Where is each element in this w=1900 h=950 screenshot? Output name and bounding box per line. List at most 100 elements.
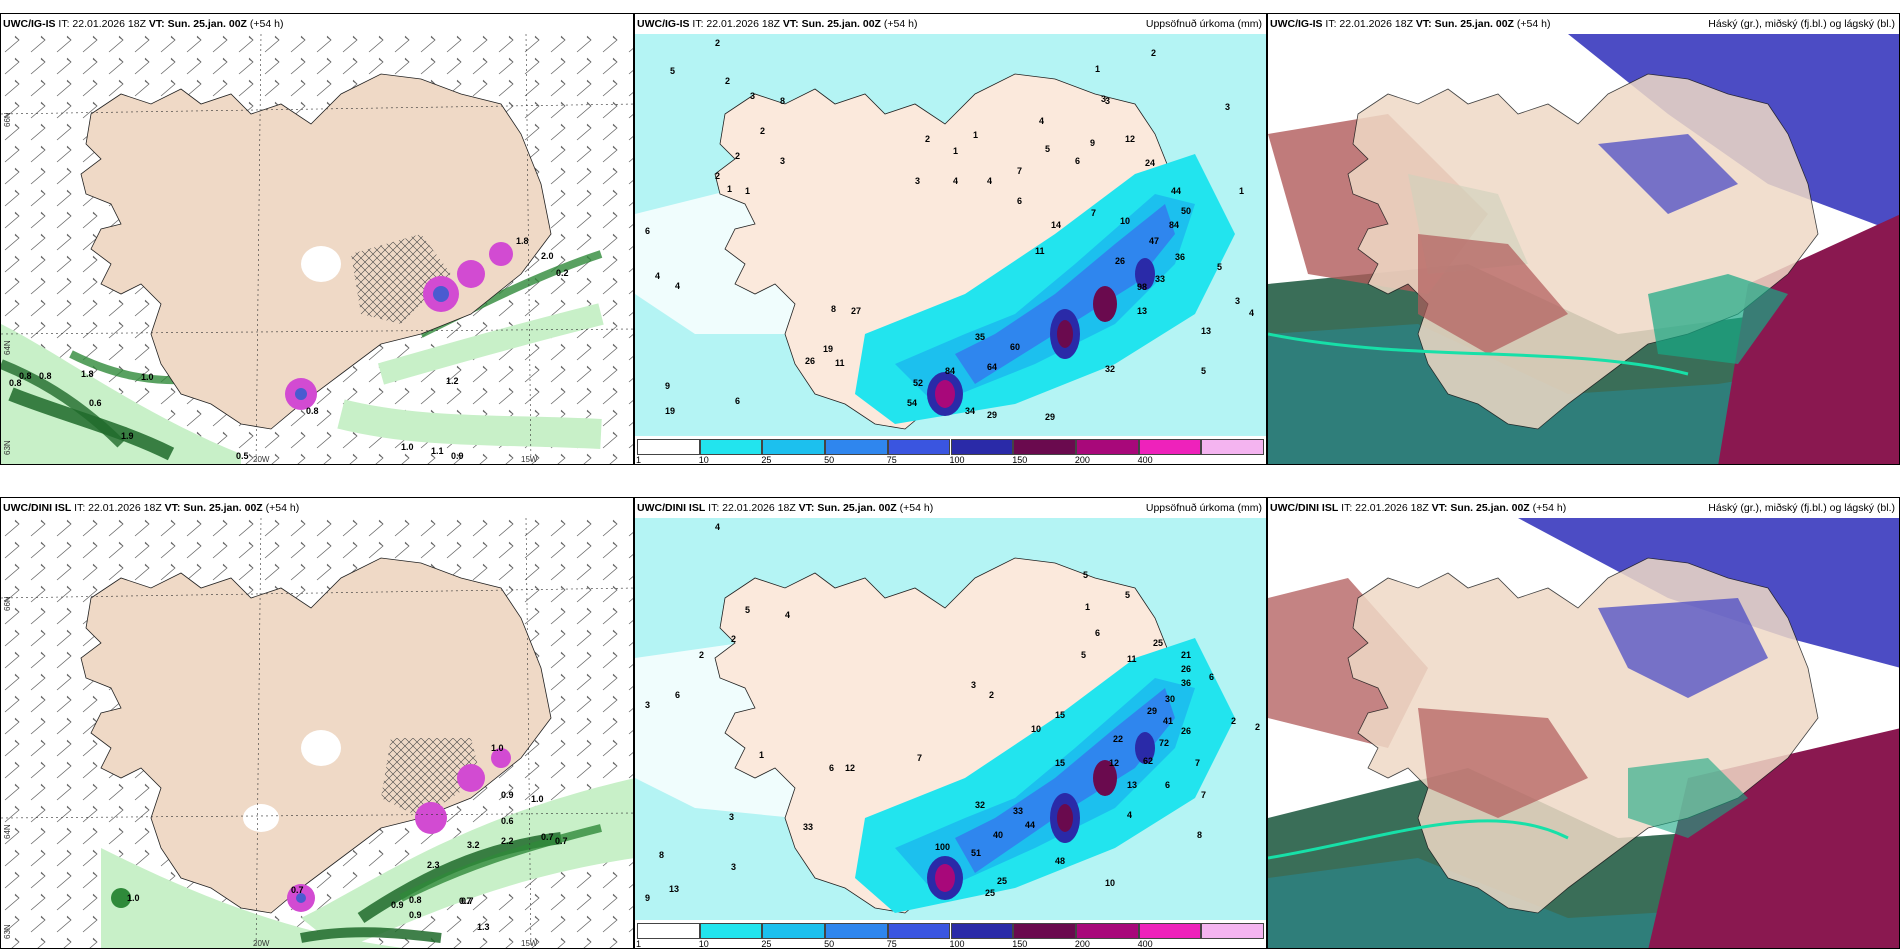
svg-text:11: 11	[1127, 654, 1137, 664]
svg-text:0.7: 0.7	[541, 832, 554, 842]
svg-text:2.3: 2.3	[427, 860, 440, 870]
svg-text:2: 2	[699, 650, 704, 660]
panel-header: UWC/IG-IS IT: 22.01.2026 18Z VT: Sun. 25…	[635, 14, 1266, 34]
model-name: UWC/DINI ISL	[637, 502, 706, 514]
colorbar-tick: 75	[886, 455, 897, 465]
colorbar-swatch	[637, 923, 700, 939]
precip-field	[855, 638, 1235, 913]
svg-text:33: 33	[803, 822, 813, 832]
svg-text:0.8: 0.8	[409, 895, 422, 905]
svg-text:9: 9	[1090, 138, 1095, 148]
svg-text:33: 33	[1013, 806, 1023, 816]
svg-text:2: 2	[715, 38, 720, 48]
svg-text:8: 8	[780, 96, 785, 106]
svg-text:19: 19	[665, 406, 675, 416]
svg-text:62: 62	[1143, 756, 1153, 766]
forecast-step: (+54 h)	[1532, 502, 1567, 514]
valid-time: VT: Sun. 25.jan. 00Z	[148, 18, 247, 30]
svg-text:0.5: 0.5	[236, 451, 249, 461]
svg-text:25: 25	[985, 888, 995, 898]
colorbar-tick: 150	[1012, 455, 1028, 465]
svg-text:72: 72	[1159, 738, 1169, 748]
forecast-step: (+54 h)	[1516, 18, 1551, 30]
valid-time: VT: Sun. 25.jan. 00Z	[1415, 18, 1514, 30]
wind-map: 0.8 0.8 0.8 1.8 0.6 1.9 0.5 1.0 1.1 1.0 …	[1, 34, 633, 464]
svg-text:1.8: 1.8	[81, 369, 94, 379]
svg-text:2: 2	[735, 151, 740, 161]
colorbar-tick: 75	[886, 939, 897, 949]
svg-text:5: 5	[670, 66, 675, 76]
colorbar-tick: 25	[761, 455, 772, 465]
precip-magenta	[285, 242, 513, 410]
svg-text:0.7: 0.7	[555, 836, 568, 846]
svg-text:1.1: 1.1	[431, 446, 444, 456]
svg-text:51: 51	[971, 848, 981, 858]
svg-text:20W: 20W	[253, 455, 270, 464]
svg-text:35: 35	[975, 332, 985, 342]
panel-ig-wind: UWC/IG-IS IT: 22.01.2026 18Z VT: Sun. 25…	[0, 13, 634, 465]
panel-header: UWC/IG-IS IT: 22.01.2026 18Z VT: Sun. 25…	[1, 14, 633, 34]
iceland-land	[80, 73, 552, 430]
model-name: UWC/IG-IS	[3, 18, 56, 30]
svg-text:1.0: 1.0	[491, 743, 504, 753]
svg-text:24: 24	[1145, 158, 1155, 168]
model-name: UWC/DINI ISL	[1270, 502, 1339, 514]
svg-text:19: 19	[823, 344, 833, 354]
svg-text:64: 64	[987, 362, 997, 372]
svg-text:0.9: 0.9	[391, 900, 404, 910]
svg-text:6: 6	[1075, 156, 1080, 166]
svg-text:63N: 63N	[3, 924, 12, 939]
svg-text:29: 29	[987, 410, 997, 420]
svg-text:4: 4	[1249, 308, 1254, 318]
colorbar-swatch	[1138, 923, 1202, 939]
svg-text:3: 3	[915, 176, 920, 186]
svg-text:7: 7	[1017, 166, 1022, 176]
colorbar-swatch	[1075, 439, 1139, 455]
svg-text:5: 5	[1045, 144, 1050, 154]
colorbar-swatch	[637, 439, 700, 455]
colorbar-tick: 10	[698, 939, 709, 949]
svg-text:1.2: 1.2	[446, 376, 459, 386]
forecast-step: (+54 h)	[265, 502, 300, 514]
iceland-land	[80, 557, 552, 914]
svg-text:26: 26	[1181, 664, 1191, 674]
graticule: 66N 64N 63N 20W 15W	[1, 518, 633, 948]
svg-text:13: 13	[1127, 780, 1137, 790]
svg-text:0.7: 0.7	[291, 885, 304, 895]
svg-text:26: 26	[1181, 726, 1191, 736]
valid-time: VT: Sun. 25.jan. 00Z	[1431, 502, 1530, 514]
svg-text:8: 8	[1197, 830, 1202, 840]
svg-text:15: 15	[1055, 710, 1065, 720]
svg-text:0.8: 0.8	[39, 371, 52, 381]
wind-map: 0.7 0.9 0.8 1.0 0.9 0.7 1.0 0.6 3.2 2.2 …	[1, 518, 633, 948]
svg-text:64N: 64N	[3, 340, 12, 355]
field-title: Uppsöfnuð úrkoma (mm)	[1145, 18, 1262, 30]
svg-text:29: 29	[1147, 706, 1157, 716]
svg-text:32: 32	[975, 800, 985, 810]
svg-text:2.2: 2.2	[501, 836, 514, 846]
cloud-map	[1268, 34, 1899, 464]
svg-text:1: 1	[745, 186, 750, 196]
forecast-step: (+54 h)	[249, 18, 284, 30]
field-title: Háský (gr.), miðský (fj.bl.) og lágský (…	[1708, 18, 1895, 30]
svg-text:15W: 15W	[521, 455, 538, 464]
field-title: Háský (gr.), miðský (fj.bl.) og lágský (…	[1708, 502, 1895, 514]
svg-text:3: 3	[1235, 296, 1240, 306]
svg-text:44: 44	[1171, 186, 1181, 196]
precip-green-bands	[101, 778, 633, 948]
svg-text:12: 12	[1125, 134, 1135, 144]
colorbar-swatch	[762, 439, 826, 455]
svg-text:14: 14	[1051, 220, 1061, 230]
precip-field	[855, 154, 1235, 424]
svg-text:66N: 66N	[3, 112, 12, 127]
colorbar-swatch	[1075, 923, 1139, 939]
svg-text:29: 29	[1045, 412, 1055, 422]
svg-text:0.9: 0.9	[501, 790, 514, 800]
colorbar-swatch	[1013, 439, 1076, 455]
colorbar-tick: 10	[698, 455, 709, 465]
svg-text:6: 6	[829, 763, 834, 773]
precip-green-bands	[1, 250, 604, 464]
precip-value-labels: 4 6 5 2 4 3 3 1 8 3 13 9 12 6 7 3 2 2 33…	[645, 522, 1260, 903]
graticule: 66N 64N 63N 20W 15W	[1, 34, 633, 464]
panel-ig-precip: UWC/IG-IS IT: 22.01.2026 18Z VT: Sun. 25…	[634, 13, 1267, 465]
